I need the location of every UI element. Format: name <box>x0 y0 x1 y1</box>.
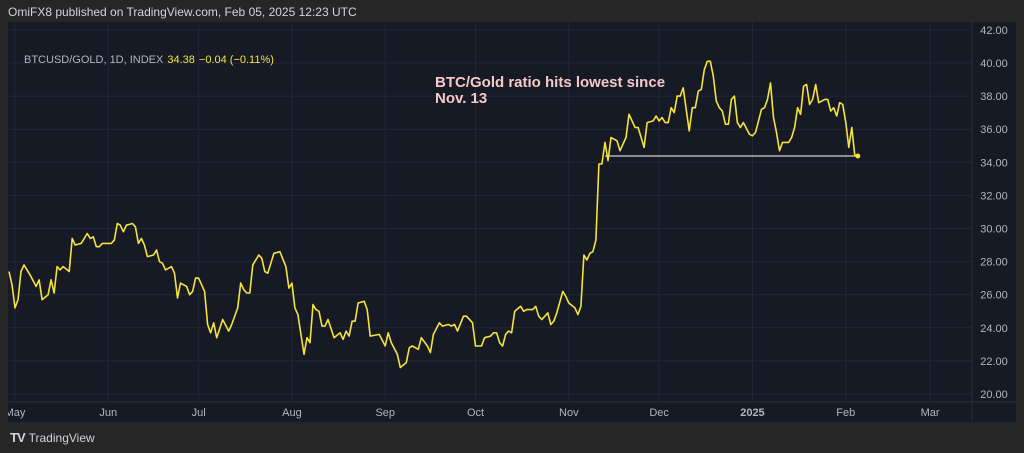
y-tick-label: 42.00 <box>980 25 1008 37</box>
symbol-legend: BTCUSD/GOLD, 1D, INDEX 34.38 −0.04 (−0.11%… <box>24 54 274 66</box>
brand-name: TradingView <box>28 430 95 445</box>
y-tick-label: 24.00 <box>980 323 1008 335</box>
x-tick-label: Aug <box>282 407 302 419</box>
x-tick-label: May <box>8 407 26 419</box>
y-tick-label: 26.00 <box>980 290 1008 302</box>
y-tick-label: 28.00 <box>980 257 1008 269</box>
price-change: −0.04 (−0.11%) <box>198 54 274 66</box>
publish-info: OmiFX8 published on TradingView.com, Feb… <box>8 5 357 19</box>
y-tick-label: 30.00 <box>980 224 1008 236</box>
x-tick-label: Feb <box>836 407 855 419</box>
x-tick-label: 2025 <box>740 407 764 419</box>
price-chart[interactable]: 20.00 22.00 24.00 26.00 28.00 30.00 32.00 34.00… <box>8 22 1016 422</box>
y-tick-label: 20.00 <box>980 389 1008 401</box>
last-point-marker <box>855 153 861 159</box>
x-tick-label: Dec <box>649 407 669 419</box>
x-tick-label: Jun <box>99 407 117 419</box>
chart-annotation: BTC/Gold ratio hits lowest since Nov. 13 <box>435 74 666 107</box>
y-tick-label: 22.00 <box>980 356 1008 368</box>
y-tick-label: 32.00 <box>980 190 1008 202</box>
footer-brand[interactable]: TV TradingView <box>10 430 95 445</box>
last-price: 34.38 <box>167 54 195 66</box>
chart-panel[interactable]: 20.00 22.00 24.00 26.00 28.00 30.00 32.00 34.00… <box>8 22 1016 422</box>
tradingview-logo-icon: TV <box>10 430 26 445</box>
x-tick-label: Jul <box>192 407 206 419</box>
symbol-label: BTCUSD/GOLD, 1D, INDEX <box>24 54 164 66</box>
x-tick-label: Sep <box>375 407 395 419</box>
x-tick-label: Nov <box>559 407 579 419</box>
series-line <box>8 60 858 369</box>
y-tick-label: 36.00 <box>980 124 1008 136</box>
x-tick-label: Oct <box>467 407 484 419</box>
y-tick-label: 34.00 <box>980 157 1008 169</box>
y-tick-label: 38.00 <box>980 91 1008 103</box>
y-tick-label: 40.00 <box>980 58 1008 70</box>
x-tick-label: Mar <box>921 407 940 419</box>
